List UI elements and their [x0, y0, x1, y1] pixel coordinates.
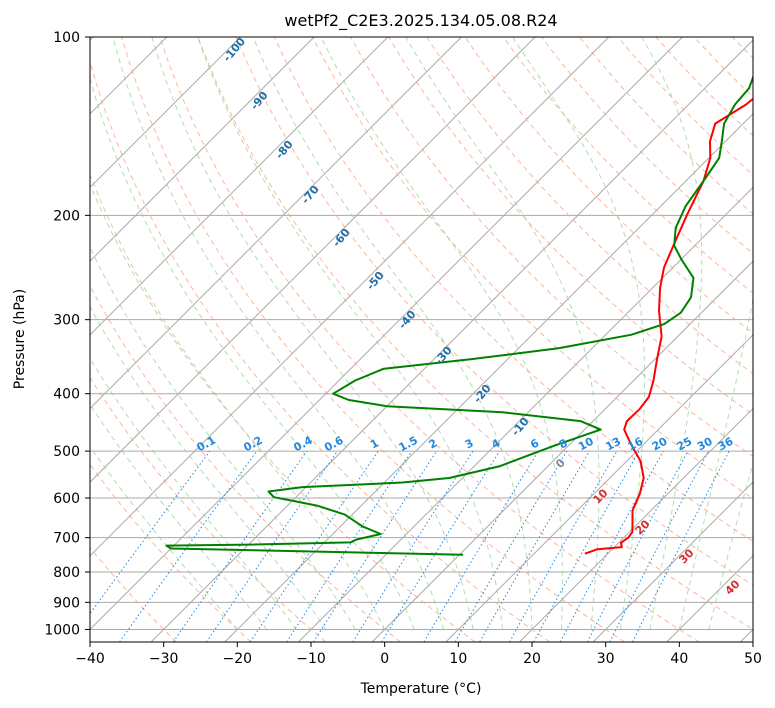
x-tick-label: 20	[523, 651, 541, 667]
isotherm-line	[90, 37, 462, 410]
dry-adiabat-line	[273, 37, 753, 543]
y-tick-label: 200	[53, 208, 80, 224]
mixing-ratio-line	[90, 450, 211, 615]
series-layer	[165, 74, 753, 556]
isotherm-line	[519, 407, 753, 642]
y-tick-label: 700	[53, 531, 80, 547]
x-axis-title: Temperature (°C)	[360, 681, 482, 697]
moist-adiabat-line	[641, 37, 703, 630]
x-tick-label: 0	[380, 651, 389, 667]
mixing-ratio-label: 30	[695, 435, 715, 454]
x-tick-label: −20	[223, 651, 253, 667]
background-lines	[90, 37, 753, 642]
dewpoint-profile	[165, 74, 753, 556]
mixing-ratio-label: 36	[716, 435, 736, 454]
mixing-ratio-line	[533, 450, 640, 642]
mixing-ratio-line	[509, 450, 618, 642]
y-tick-label: 500	[53, 444, 80, 460]
isotherm-line	[90, 37, 241, 189]
mixing-ratio-label: 10	[576, 435, 596, 454]
moist-adiabat-line	[512, 37, 646, 630]
isotherm-line	[90, 37, 389, 336]
x-axis: −40 −30 −20 −10 0 10 20 30 40 50	[75, 642, 762, 667]
mixing-ratio-label: 25	[675, 435, 695, 454]
mixing-ratio-label: 20	[650, 435, 670, 454]
mixing-ratio-line	[119, 450, 258, 642]
moist-adiabat-line	[151, 37, 474, 630]
y-tick-label: 300	[53, 313, 80, 329]
moist-adiabat-line	[678, 296, 753, 630]
dry-adiabat-line	[90, 463, 252, 642]
isotherm-line	[150, 39, 753, 642]
temperature-profile	[584, 97, 753, 555]
dry-adiabat-line	[90, 546, 177, 642]
x-tick-label: 40	[670, 651, 688, 667]
dry-adiabat-line	[388, 37, 753, 416]
mixing-ratio-line	[632, 450, 730, 642]
y-tick-label: 900	[53, 595, 80, 611]
moist-adiabat-line	[320, 37, 563, 630]
dry-adiabat-line	[197, 37, 753, 630]
x-tick-label: −10	[296, 651, 326, 667]
mixing-ratio-line	[205, 450, 338, 642]
dry-adiabat-line	[235, 37, 753, 586]
y-tick-label: 1000	[44, 622, 80, 638]
moist-adiabat-line	[90, 403, 268, 630]
isotherm-line	[90, 37, 683, 631]
moist-adiabat-line	[90, 445, 238, 630]
mixing-ratio-line	[559, 450, 664, 642]
moist-adiabat-line	[252, 37, 533, 630]
y-tick-label: 100	[53, 30, 80, 46]
mixing-ratio-line	[381, 450, 500, 642]
isotherm-line	[90, 37, 315, 262]
plot-frame	[89, 36, 754, 643]
x-tick-label: −30	[149, 651, 179, 667]
isotherm-line	[224, 113, 753, 642]
chart-title: wetPf2_C2E3.2025.134.05.08.R24	[284, 11, 557, 31]
moist-adiabat-line	[90, 76, 415, 630]
dry-adiabat-line	[502, 37, 753, 294]
dry-adiabat-line	[121, 37, 625, 642]
mixing-ratio-line	[313, 450, 438, 642]
dry-adiabat-line	[90, 60, 551, 642]
mixing-ratio-label: 16	[626, 435, 646, 454]
dry-adiabat-line	[159, 37, 700, 642]
mixing-ratio-line	[249, 450, 379, 642]
isotherm-line	[592, 481, 753, 642]
x-tick-label: 10	[449, 651, 467, 667]
mixing-ratio-line	[172, 450, 308, 642]
y-tick-label: 600	[53, 491, 80, 507]
mixing-ratio-line	[352, 450, 474, 642]
y-tick-label: 400	[53, 387, 80, 403]
isotherm-line	[445, 334, 753, 642]
isotherm-line	[90, 37, 610, 557]
y-tick-label: 800	[53, 565, 80, 581]
moist-adiabat-line	[405, 37, 600, 630]
isotherm-line	[90, 37, 536, 483]
mixing-ratio-line	[286, 450, 413, 642]
y-axis: 100 200 300 400 500 600 700 800 900 1000	[44, 30, 90, 638]
dry-adiabat-line	[90, 376, 327, 642]
moist-adiabat-line	[197, 37, 503, 630]
dry-adiabat-line	[90, 284, 401, 642]
x-tick-label: 30	[597, 651, 615, 667]
x-tick-label: −40	[75, 651, 105, 667]
moist-adiabat-line	[90, 245, 356, 630]
mixing-ratio-label: 13	[603, 435, 623, 454]
x-tick-label: 50	[744, 651, 762, 667]
y-axis-title: Pressure (hPa)	[12, 289, 28, 389]
isotherm-line	[371, 260, 753, 642]
moist-adiabat-line	[90, 173, 386, 630]
moist-adiabat-line	[112, 37, 445, 630]
